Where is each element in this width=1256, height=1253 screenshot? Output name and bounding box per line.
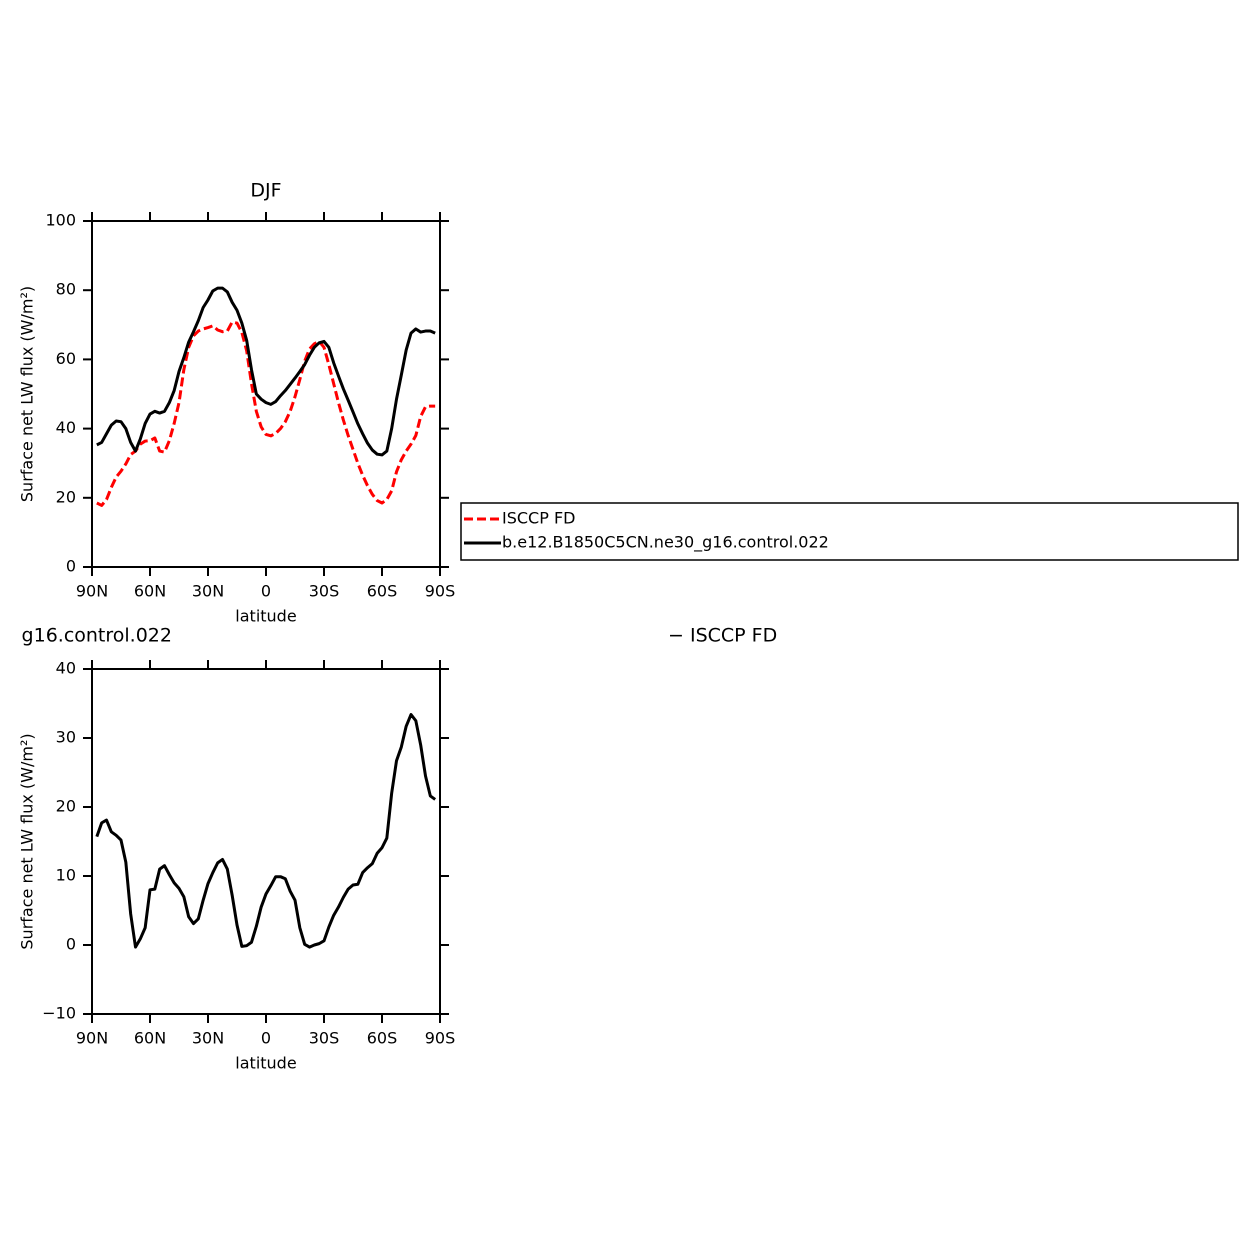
y-tick-label: 40 [56, 418, 76, 437]
plot-frame [91, 220, 441, 568]
x-tick-label: 30N [192, 582, 224, 601]
x-tick-label: 0 [261, 582, 271, 601]
y-tick-label: 0 [66, 935, 76, 954]
plot-frame [91, 668, 441, 1015]
x-tick-label: 60S [367, 1029, 398, 1048]
x-tick-label: 30S [309, 1029, 340, 1048]
x-axis-label: latitude [235, 607, 296, 626]
chart-title: − ISCCP FD [668, 625, 777, 647]
x-tick-label: 60N [134, 1029, 166, 1048]
x-tick-label: 90N [76, 1029, 108, 1048]
y-tick-label: 60 [56, 349, 76, 368]
data-line [96, 320, 436, 507]
y-axis-label: Surface net LW flux (W/m²) [18, 733, 37, 949]
x-tick-label: 0 [261, 1029, 271, 1048]
data-line [95, 713, 437, 949]
x-tick-label: 90N [76, 582, 108, 601]
legend-label: b.e12.B1850C5CN.ne30_g16.control.022 [502, 533, 829, 553]
y-axis-label: Surface net LW flux (W/m²) [18, 286, 37, 502]
x-tick-label: 30S [309, 582, 340, 601]
x-tick-label: 90S [425, 582, 456, 601]
legend-label: ISCCP FD [502, 509, 575, 528]
y-tick-label: 0 [66, 557, 76, 576]
data-line [96, 286, 436, 457]
x-tick-label: 60N [134, 582, 166, 601]
y-tick-label: 10 [56, 866, 76, 885]
y-tick-label: −10 [42, 1004, 76, 1023]
x-tick-label: 60S [367, 582, 398, 601]
chart-title: DJF [250, 180, 281, 202]
y-tick-label: 80 [56, 280, 76, 299]
y-tick-label: 20 [56, 797, 76, 816]
y-tick-label: 30 [56, 728, 76, 747]
x-tick-label: 90S [425, 1029, 456, 1048]
y-tick-label: 100 [45, 211, 76, 230]
y-tick-label: 40 [56, 659, 76, 678]
chart-title: g16.control.022 [22, 625, 172, 647]
x-axis-label: latitude [235, 1054, 296, 1073]
x-tick-label: 30N [192, 1029, 224, 1048]
legend-box [460, 502, 1239, 561]
y-tick-label: 20 [56, 487, 76, 506]
